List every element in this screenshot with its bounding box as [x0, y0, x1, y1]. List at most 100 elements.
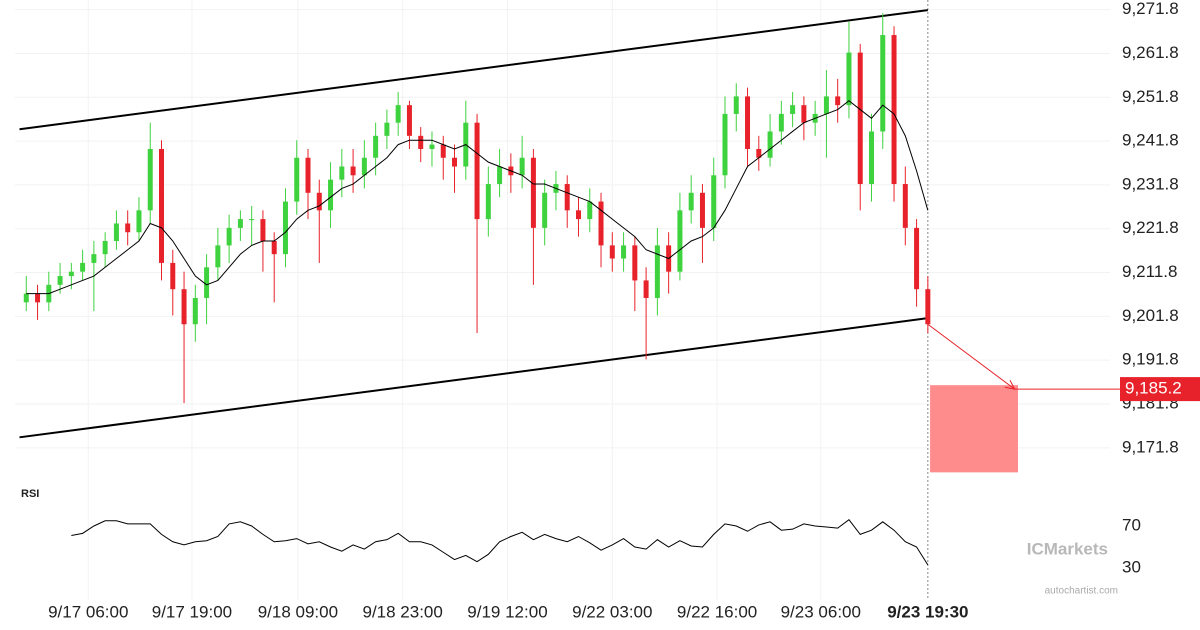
candle-body	[204, 267, 210, 298]
candle-body	[260, 219, 266, 241]
x-tick-label: 9/23 06:00	[781, 602, 861, 621]
x-tick-label: 9/17 06:00	[48, 602, 128, 621]
candle-body	[91, 254, 97, 263]
candle-body	[373, 135, 379, 158]
candle-body	[880, 35, 886, 132]
candle-body	[384, 122, 390, 136]
candle-body	[699, 192, 705, 228]
candle-body	[497, 166, 503, 185]
candle-body	[35, 293, 41, 303]
candle-body	[485, 184, 491, 220]
channel-line	[19, 317, 928, 439]
y-tick-label: 9,211.8	[1122, 262, 1177, 281]
moving-average	[26, 100, 929, 295]
candle-body	[170, 262, 176, 290]
x-tick-label: 9/19 12:00	[467, 602, 547, 621]
y-tick-label: 9,171.8	[1122, 437, 1179, 456]
candle-body	[68, 271, 74, 277]
y-tick-label: 9,191.8	[1122, 350, 1179, 369]
x-tick-label: 9/22 03:00	[572, 602, 652, 621]
candle-body	[857, 52, 863, 185]
y-tick-label: 9,271.8	[1122, 0, 1179, 18]
candle-body	[249, 219, 255, 221]
candle-body	[745, 96, 751, 149]
forecast-arrow	[927, 323, 1015, 390]
y-tick-label: 9,241.8	[1122, 131, 1179, 150]
rsi-line	[71, 519, 929, 566]
x-tick-label: 9/17 19:00	[152, 602, 232, 621]
candle-body	[452, 157, 458, 167]
candle-body	[159, 148, 165, 263]
channel-line	[19, 9, 928, 131]
candle-body	[790, 105, 796, 114]
candle-body	[294, 157, 300, 202]
candle-body	[711, 175, 717, 228]
candle-body	[125, 223, 131, 233]
candle-body	[914, 227, 920, 290]
candle-body	[519, 157, 525, 176]
candle-body	[542, 192, 548, 228]
candle-body	[688, 192, 694, 211]
candle-body	[575, 210, 581, 220]
candle-body	[80, 262, 86, 272]
x-tick-label: 9/22 16:00	[677, 602, 757, 621]
candle-body	[181, 289, 187, 325]
candle-body	[722, 113, 728, 176]
candle-body	[57, 276, 63, 285]
candle-body	[587, 201, 593, 220]
forecast-zone	[930, 385, 1018, 473]
target-label: 9,185.2	[1125, 379, 1182, 398]
candle-body	[440, 144, 446, 158]
candle-body	[609, 245, 615, 259]
candle-body	[418, 135, 424, 149]
candle-body	[530, 157, 536, 228]
candle-body	[925, 289, 931, 325]
x-tick-label: 9/23 19:30	[887, 602, 968, 621]
candle-body	[429, 144, 435, 149]
candle-body	[598, 201, 604, 246]
x-tick-label: 9/18 23:00	[362, 602, 442, 621]
candle-body	[643, 280, 649, 298]
candle-body	[835, 96, 841, 106]
candle-body	[632, 245, 638, 281]
y-tick-label: 9,221.8	[1122, 218, 1179, 237]
candle-body	[823, 96, 829, 114]
candle-body	[902, 184, 908, 228]
rsi-tick-label: 30	[1122, 557, 1141, 576]
candle-body	[654, 245, 660, 298]
candle-body	[305, 157, 311, 193]
candle-body	[215, 245, 221, 268]
brand-logo: ICMarkets	[1027, 539, 1108, 558]
candle-body	[868, 131, 874, 185]
rsi-title: RSI	[21, 488, 39, 500]
y-tick-label: 9,261.8	[1122, 43, 1179, 62]
candle-body	[767, 131, 773, 158]
y-tick-label: 9,201.8	[1122, 306, 1179, 325]
candle-body	[23, 293, 29, 303]
source-credit: autochartist.com	[1045, 586, 1118, 597]
candle-body	[226, 227, 232, 246]
candle-body	[474, 122, 480, 220]
candle-body	[192, 297, 198, 325]
candle-body	[778, 113, 784, 132]
candle-body	[102, 241, 108, 255]
candle-body	[756, 148, 762, 158]
candle-body	[147, 148, 153, 211]
candle-body	[891, 35, 897, 185]
rsi-tick-label: 70	[1122, 515, 1141, 534]
candle-body	[801, 105, 807, 123]
y-tick-label: 9,251.8	[1122, 87, 1179, 106]
candle-body	[271, 241, 277, 255]
candle-body	[237, 219, 243, 228]
candle-body	[846, 52, 852, 106]
target-badge	[1120, 377, 1200, 402]
candle-body	[361, 157, 367, 176]
candle-body	[350, 166, 356, 176]
candle-body	[328, 179, 334, 211]
x-tick-label: 9/18 09:00	[258, 602, 338, 621]
candle-body	[395, 105, 401, 123]
candle-body	[316, 192, 322, 211]
candle-body	[406, 105, 412, 136]
candle-body	[677, 210, 683, 272]
